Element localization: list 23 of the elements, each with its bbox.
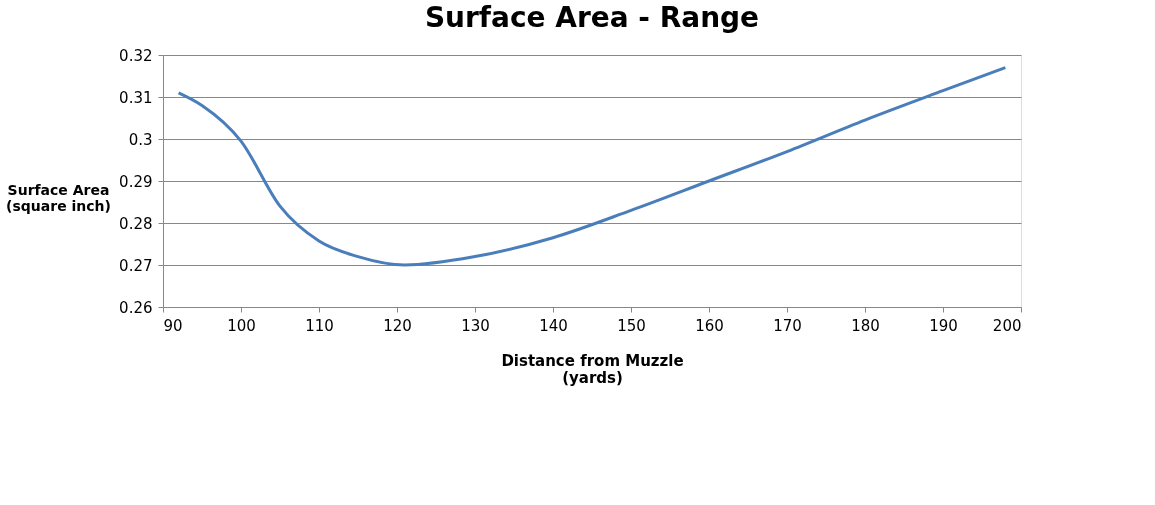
x-tick-label: 200 [992,316,1022,335]
x-tick-label: 150 [617,316,646,335]
x-tick-label: 130 [461,316,490,335]
y-tick-label: 0.3 [128,130,153,149]
x-tick-label: 180 [851,316,880,335]
x-tick-label: 190 [929,316,958,335]
x-tick-label: 100 [227,316,256,335]
y-tick-label: 0.29 [119,172,153,191]
x-tick-label: 120 [383,316,412,335]
x-tick-label: 160 [695,316,724,335]
x-tick-label: 110 [305,316,334,335]
x-tick-label: 90 [163,316,183,335]
y-tick-label: 0.28 [119,214,153,233]
x-axis-title: Distance from Muzzle (yards) [501,351,684,387]
y-tick-label: 0.31 [119,88,153,107]
y-axis-title: Surface Area (square inch) [6,181,111,214]
y-tick-label: 0.27 [119,256,153,275]
y-tick-label: 0.32 [119,46,153,65]
line-series [177,66,1007,267]
x-tick-label: 140 [539,316,568,335]
x-tick-label: 170 [773,316,802,335]
y-tick-label: 0.26 [119,298,153,317]
chart-title: Surface Area - Range [424,1,760,34]
